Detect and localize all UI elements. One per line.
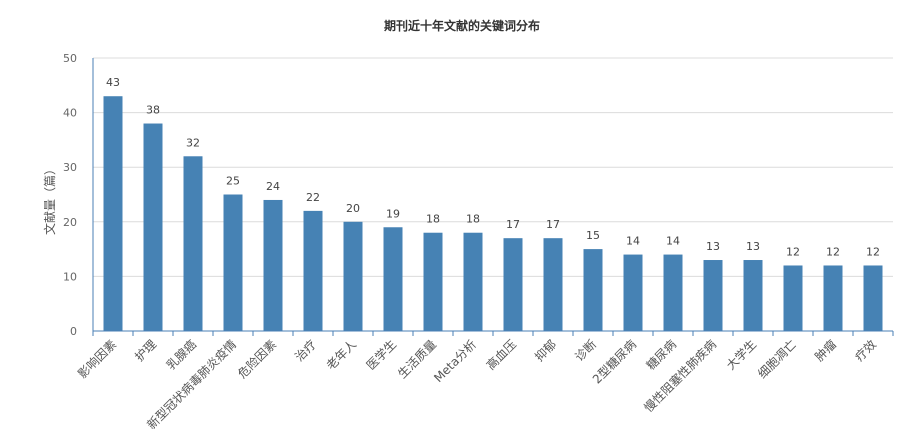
x-category-label: Meta分析 [431, 337, 479, 385]
data-label: 32 [186, 136, 200, 149]
bar-5 [303, 210, 323, 331]
bar-17 [783, 265, 803, 331]
bar-8 [423, 232, 443, 331]
bar-13 [623, 254, 643, 331]
data-label: 14 [626, 235, 640, 248]
bar-11 [543, 238, 563, 331]
x-category-label: 乳腺癌 [163, 337, 199, 373]
x-category-label: 大学生 [723, 337, 759, 373]
grid-lines [93, 57, 893, 277]
y-tick-label: 50 [63, 52, 77, 65]
x-category-label: 治疗 [292, 337, 319, 364]
chart-title: 期刊近十年文献的关键词分布 [384, 18, 540, 33]
data-label: 19 [386, 207, 400, 220]
x-category-label: 老年人 [324, 337, 359, 372]
bar-6 [343, 221, 363, 331]
x-category-label: 糖尿病 [643, 337, 679, 373]
y-tick-label: 20 [63, 216, 77, 229]
x-category-label: 护理 [132, 337, 159, 364]
bar-19 [863, 265, 883, 331]
data-label: 18 [466, 213, 480, 226]
data-label: 15 [586, 229, 600, 242]
bar-2 [183, 156, 203, 331]
bar-4 [263, 199, 283, 331]
bar-14 [663, 254, 683, 331]
y-tick-label: 0 [70, 325, 77, 338]
bars [103, 96, 883, 332]
bar-15 [703, 260, 723, 331]
data-label: 17 [546, 218, 560, 231]
data-label: 20 [346, 202, 360, 215]
bar-3 [223, 194, 243, 331]
data-label: 12 [826, 245, 840, 258]
data-label: 38 [146, 104, 160, 117]
data-label: 14 [666, 235, 680, 248]
data-label: 43 [106, 76, 120, 89]
bar-1 [143, 123, 163, 332]
data-label: 24 [266, 180, 280, 193]
x-category-label: 抑郁 [532, 337, 560, 365]
data-label: 12 [866, 245, 880, 258]
data-label: 22 [306, 191, 320, 204]
bar-10 [503, 238, 523, 331]
x-category-label: 高血压 [483, 337, 519, 373]
bar-12 [583, 249, 603, 331]
data-label: 13 [746, 240, 760, 253]
x-category-label: 医学生 [363, 337, 399, 373]
x-category-label: 细胞凋亡 [755, 337, 799, 381]
bar-16 [743, 260, 763, 331]
y-axis-ticks: 0 10 20 30 40 50 [63, 52, 77, 338]
data-label: 12 [786, 245, 800, 258]
data-label: 17 [506, 218, 520, 231]
y-tick-label: 30 [63, 161, 77, 174]
x-category-label: 疗效 [852, 337, 880, 365]
y-tick-label: 10 [63, 270, 77, 283]
x-category-label: 诊断 [572, 337, 600, 365]
bar-0 [103, 96, 123, 331]
x-category-label: 2型糖尿病 [589, 337, 639, 387]
x-category-label: 慢性阻塞性肺疾病 [641, 337, 719, 415]
bar-18 [823, 265, 843, 331]
data-label: 18 [426, 213, 440, 226]
y-tick-label: 40 [63, 107, 77, 120]
data-labels: 43 38 32 25 24 22 20 19 18 18 17 17 15 14 14 13 13 12 12 12 [106, 76, 880, 258]
x-category-label: 影响因素 [75, 337, 120, 382]
x-category-label: 肿瘤 [812, 337, 840, 365]
bar-9 [463, 232, 483, 331]
x-category-label: 危险因素 [235, 337, 280, 382]
bar-7 [383, 227, 403, 331]
data-label: 13 [706, 240, 720, 253]
data-label: 25 [226, 175, 240, 188]
y-axis-label: 文献量（篇） [42, 163, 57, 235]
